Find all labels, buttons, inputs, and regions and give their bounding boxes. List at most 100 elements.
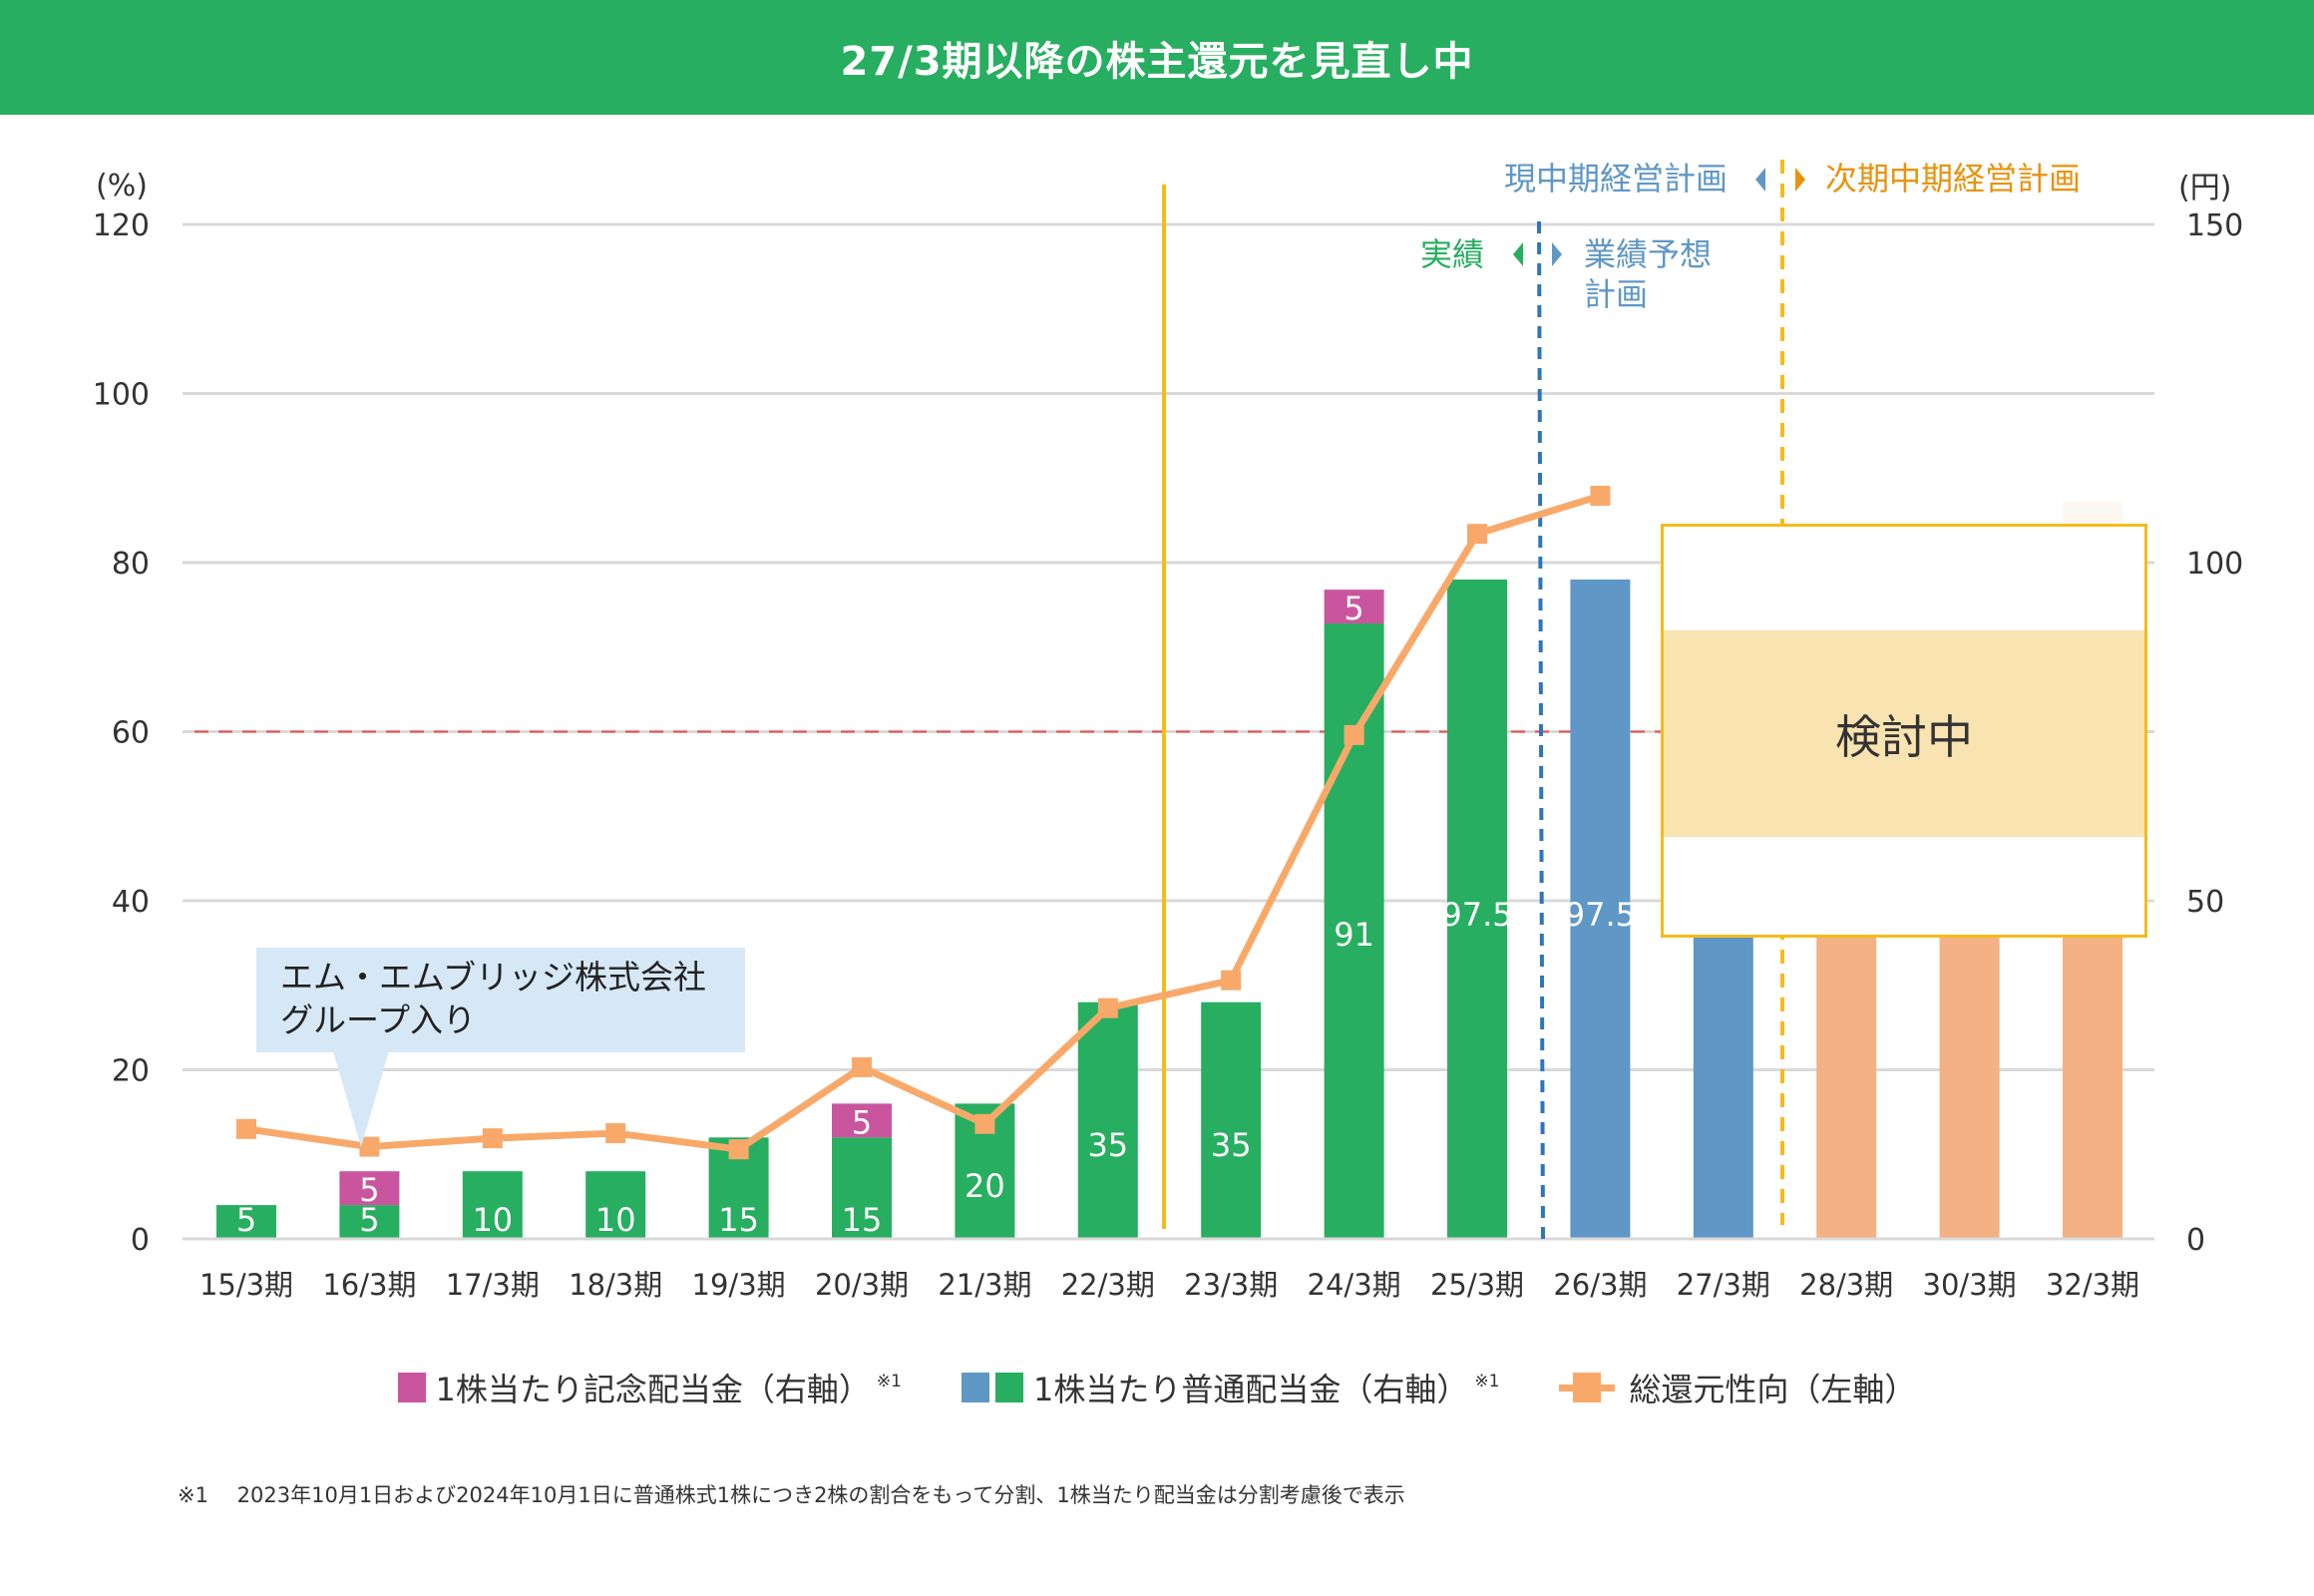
bar-value-label: 10 [595, 1201, 636, 1239]
x-label-32/3期: 32/3期 [2046, 1268, 2139, 1302]
bar-value-label: 10 [472, 1201, 513, 1239]
right-axis-unit: (円) [2178, 171, 2231, 205]
payout-marker-26/3期 [1590, 486, 1611, 507]
x-label-28/3期: 28/3期 [1799, 1268, 1893, 1302]
bar-ordinary-16/3期 [339, 1205, 400, 1239]
x-label-22/3期: 22/3期 [1061, 1268, 1155, 1302]
x-label-17/3期: 17/3期 [446, 1268, 540, 1302]
bar-ordinary-17/3期 [462, 1171, 523, 1239]
payout-ratio-line [236, 486, 1611, 1160]
footnote-mark: ※1 [178, 1483, 208, 1507]
legend-item-ordinary: 1株当たり普通配当金（右軸） ※1 [961, 1365, 1500, 1410]
bar-value-label: 35 [1211, 1126, 1252, 1164]
x-label-19/3期: 19/3期 [692, 1268, 786, 1302]
forecast-label-line1: 業績予想 [1584, 235, 1713, 273]
payout-marker-22/3期 [1097, 998, 1118, 1018]
legend: 1株当たり記念配当金（右軸） ※1 1株当たり普通配当金（右軸） ※1 総還元性… [0, 1365, 2314, 1410]
x-label-16/3期: 16/3期 [322, 1268, 416, 1302]
divider-actual-forecast [1537, 220, 1545, 1240]
payout-marker-20/3期 [852, 1056, 872, 1077]
payout-marker-16/3期 [359, 1136, 380, 1157]
payout-marker-15/3期 [236, 1118, 256, 1139]
callout-line2: グループ入り [280, 1000, 477, 1039]
legend-note: ※1 [1474, 1372, 1500, 1392]
x-label-26/3期: 26/3期 [1553, 1268, 1647, 1302]
left-tick-label: 40 [112, 885, 150, 920]
legend-label: 総還元性向（左軸） [1629, 1371, 1917, 1408]
legend-line-marker-icon [1559, 1373, 1616, 1402]
left-tick-label: 0 [131, 1223, 150, 1258]
bar-ordinary-25/3期 [1447, 579, 1507, 1239]
bar-ordinary-18/3期 [585, 1171, 646, 1239]
bar-value-label: 15 [842, 1201, 883, 1239]
footnote-text: 2023年10月1日および2024年10月1日に普通株式1株につき2株の割合をも… [236, 1483, 1405, 1507]
x-label-24/3期: 24/3期 [1308, 1268, 1401, 1302]
right-tick-label: 150 [2186, 208, 2243, 243]
bar-commemorative-label: 5 [1344, 590, 1363, 627]
footnote: ※1 2023年10月1日および2024年10月1日に普通株式1株につき2株の割… [178, 1479, 1405, 1509]
bar-commemorative-16/3期 [339, 1171, 400, 1206]
payout-marker-24/3期 [1344, 724, 1364, 745]
payout-line-path [245, 492, 1602, 1153]
payout-marker-21/3期 [974, 1113, 995, 1134]
legend-swatch-blue [961, 1373, 989, 1402]
page-title: 27/3期以降の株主還元を見直し中 [840, 38, 1474, 85]
arrow-right-forecast-icon [1552, 242, 1562, 266]
payout-marker-19/3期 [728, 1139, 749, 1160]
x-label-30/3期: 30/3期 [1923, 1268, 2017, 1302]
bar-ordinary-23/3期 [1201, 1001, 1262, 1239]
left-tick-label: 120 [93, 208, 150, 243]
bar-ordinary-15/3期 [216, 1205, 276, 1239]
legend-label: 1株当たり普通配当金（右軸） [1032, 1371, 1469, 1408]
bar-value-label: 20 [964, 1167, 1005, 1205]
legend-item-payout: 総還元性向（左軸） [1559, 1365, 1916, 1410]
bar-commemorative-20/3期 [832, 1103, 892, 1138]
left-axis-unit: (%) [96, 169, 148, 203]
under-review-band: 検討中 [1664, 630, 2144, 837]
bar-value-label: 5 [359, 1201, 379, 1239]
left-axis-ticks: 0 20 40 60 80 100 120 [93, 208, 150, 1258]
arrow-right-next-plan-icon [1795, 168, 1805, 192]
payout-marker-25/3期 [1467, 524, 1487, 545]
callout-line1: エム・エムブリッジ株式会社 [280, 958, 707, 997]
payout-marker-18/3期 [605, 1123, 626, 1144]
bar-value-label: 97.5 [1565, 896, 1636, 934]
bar-value-label: 35 [1087, 1126, 1128, 1164]
legend-swatch-green [994, 1373, 1023, 1402]
actual-label: 実績 [1420, 235, 1485, 273]
x-label-27/3期: 27/3期 [1677, 1268, 1770, 1302]
bar-ordinary-26/3期 [1570, 579, 1631, 1239]
arrow-left-actual-icon [1513, 242, 1523, 266]
x-label-18/3期: 18/3期 [569, 1268, 662, 1302]
bar-commemorative-24/3期 [1324, 590, 1384, 624]
under-review-box: 検討中 [1661, 524, 2147, 938]
legend-item-commemorative: 1株当たり記念配当金（右軸） ※1 [397, 1365, 902, 1410]
bar-value-label: 97.5 [1441, 896, 1512, 934]
right-tick-label: 50 [2186, 885, 2224, 920]
x-axis-labels: 15/3期 16/3期 17/3期 18/3期 19/3期 20/3期 21/3期 22/3期… [199, 1268, 2139, 1302]
payout-marker-23/3期 [1221, 970, 1242, 991]
bar-value-label: 91 [1334, 916, 1374, 954]
left-tick-label: 20 [112, 1054, 150, 1089]
right-tick-label: 100 [2186, 547, 2243, 582]
forecast-label-line2: 計画 [1584, 275, 1649, 313]
x-label-23/3期: 23/3期 [1184, 1268, 1278, 1302]
payout-marker-17/3期 [482, 1128, 503, 1149]
bar-commemorative-label: 5 [852, 1103, 872, 1141]
arrow-left-current-plan-icon [1755, 168, 1765, 192]
left-tick-label: 60 [112, 716, 150, 751]
left-tick-label: 80 [112, 547, 150, 582]
bar-value-label: 15 [718, 1201, 759, 1239]
bar-ordinary-20/3期 [832, 1137, 892, 1239]
next-plan-label: 次期中期経営計画 [1825, 160, 2082, 198]
right-axis-ticks: 0 50 100 150 [2186, 208, 2243, 1258]
right-tick-label: 0 [2186, 1223, 2205, 1258]
x-label-15/3期: 15/3期 [199, 1268, 293, 1302]
left-tick-label: 100 [93, 378, 150, 413]
bar-value-label: 5 [236, 1201, 256, 1239]
bar-commemorative-label: 5 [359, 1171, 379, 1209]
legend-label: 1株当たり記念配当金（右軸） [435, 1371, 871, 1408]
legend-note: ※1 [876, 1372, 902, 1392]
x-label-20/3期: 20/3期 [815, 1268, 909, 1302]
header-banner: 27/3期以降の株主還元を見直し中 [0, 0, 2314, 115]
